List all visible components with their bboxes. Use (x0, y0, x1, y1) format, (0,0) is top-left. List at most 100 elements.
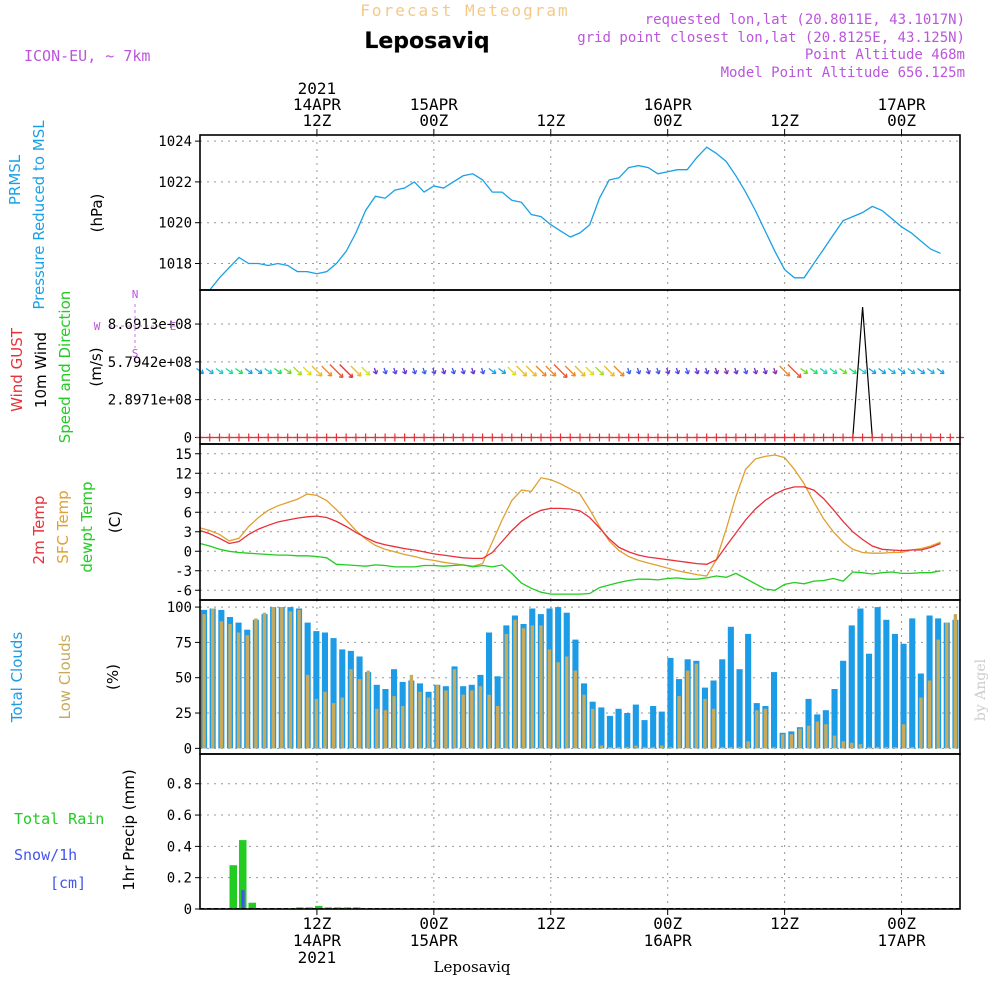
gust-marker (673, 433, 682, 442)
low-cloud-bar (841, 741, 845, 749)
gust-marker (653, 433, 662, 442)
compass-icon (109, 304, 161, 348)
total-cloud-bar (641, 720, 648, 749)
low-cloud-bar (651, 746, 655, 749)
total-cloud-bar (840, 660, 847, 749)
gust-marker (537, 433, 546, 442)
gust-marker (322, 433, 331, 442)
gust-marker (332, 433, 341, 442)
low-cloud-bar (435, 684, 439, 749)
y-tick-label: 50 (175, 671, 192, 687)
low-cloud-bar (876, 746, 880, 749)
wind-arrow-head (619, 371, 625, 377)
gust-marker (741, 433, 750, 442)
gust-marker (819, 433, 828, 442)
wind-arrow-head (327, 371, 333, 377)
low-cloud-bar (625, 746, 629, 749)
low-cloud-bar (806, 725, 811, 749)
low-cloud-bar (409, 674, 414, 749)
gust-marker (556, 433, 565, 442)
total-cloud-bar (866, 653, 873, 749)
low-cloud-bar (280, 607, 284, 749)
wind-arrow (848, 367, 857, 375)
wind-arrow (878, 367, 886, 375)
low-cloud-bar (573, 670, 578, 749)
bottom-time-label: 15APR (410, 931, 459, 950)
wind-arrow-head (713, 370, 720, 375)
gust-marker (624, 433, 633, 442)
wind-arrow-head (871, 369, 877, 375)
gust-marker (293, 433, 302, 442)
gust-marker (722, 433, 731, 442)
gust-marker (225, 433, 234, 442)
low-cloud-bar (832, 735, 837, 749)
product-title: Forecast Meteogram (360, 1, 569, 20)
gust-marker (761, 433, 770, 442)
wind-arrow-head (589, 370, 595, 376)
wind-arrow-head (752, 370, 759, 375)
rain-label: Total Rain (14, 810, 104, 828)
wind-arrow-head (460, 370, 466, 375)
total-cloud-bar (736, 669, 743, 749)
wind-arrow-head (635, 370, 642, 375)
low-cloud-bar (893, 746, 897, 749)
low-cloud-bar (470, 690, 474, 749)
low-cloud-bar (323, 691, 327, 749)
wind-arrow (235, 367, 243, 375)
gust-marker (459, 433, 468, 442)
y-tick-label: 9 (184, 486, 192, 502)
wind-arrow-head (571, 371, 576, 377)
wind-arrow-head (891, 369, 896, 375)
total-cloud-bar (874, 607, 881, 749)
low-cloud-bar (547, 649, 552, 749)
wind-arrow-head (930, 369, 935, 375)
wind-arrow-head (665, 370, 671, 375)
wind-arrow-head (441, 370, 447, 375)
wind-arrow (507, 366, 517, 376)
rain-bar (315, 905, 323, 909)
wind-arrow (809, 367, 818, 375)
wind-arrow (215, 367, 224, 375)
low-cloud-bar (349, 669, 353, 749)
total-cloud-bar (900, 643, 907, 749)
wind-arrow (525, 365, 537, 377)
gust-marker (907, 433, 916, 442)
compass-s: S (132, 347, 139, 360)
low-cloud-bar (910, 746, 914, 749)
low-cloud-bar (591, 708, 595, 749)
wind-arrow-head (480, 370, 486, 375)
wind-arrow-head (939, 369, 945, 375)
bottom-time-label: 12Z (770, 914, 799, 933)
gust-marker (488, 433, 497, 442)
low-cloud-bar (478, 686, 483, 749)
low-cloud-bar (306, 674, 310, 749)
low-cloud-bar (599, 745, 604, 749)
wind-arrow-head (580, 371, 586, 377)
total-cloud-bar (650, 706, 657, 749)
gust-marker (800, 433, 809, 442)
wind-arrow (926, 367, 935, 375)
wind-arrow-head (501, 369, 507, 375)
gust-marker (449, 433, 458, 442)
wind-arrow (292, 366, 302, 376)
y-tick-label: 0.6 (167, 808, 192, 824)
temp-unit: (C) (106, 511, 124, 533)
wind-arrow-head (704, 370, 710, 375)
low-cloud-bar (340, 697, 344, 749)
wind-arrow-head (803, 369, 809, 375)
low-clouds-label: Low Clouds (56, 634, 74, 719)
total-clouds-label: Total Clouds (8, 632, 26, 724)
top-time-label: 00Z (419, 111, 448, 130)
compass-e: E (170, 320, 177, 333)
wind-arrow (274, 367, 282, 375)
model-label: ICON-EU, ~ 7km (24, 47, 150, 65)
pressure-line (200, 146, 941, 291)
wind-arrow-head (392, 370, 398, 375)
wind-arrow (321, 365, 333, 377)
gust-marker (420, 433, 429, 442)
wind-arrow-head (491, 369, 497, 375)
low-cloud-bar (452, 669, 457, 749)
total-cloud-bar (719, 659, 726, 749)
